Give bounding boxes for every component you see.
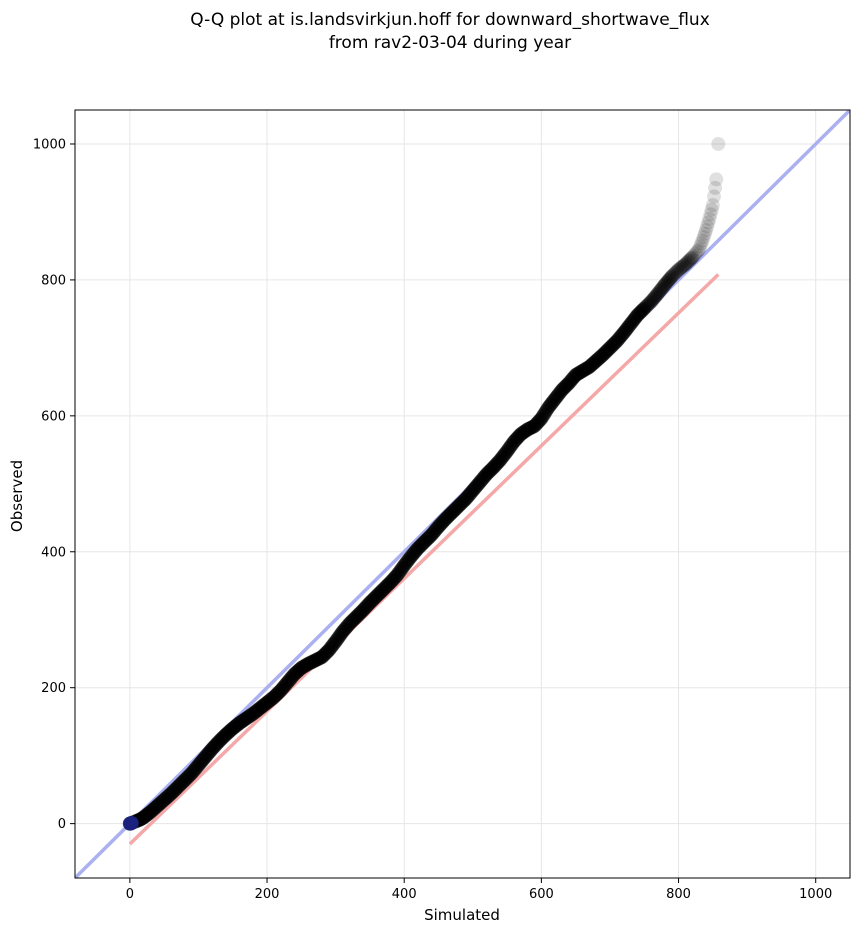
data-point <box>681 254 696 269</box>
x-tick-label: 200 <box>255 887 280 902</box>
x-axis-label: Simulated <box>424 906 500 924</box>
data-point <box>686 248 701 263</box>
data-point <box>685 250 700 265</box>
y-tick-label: 1000 <box>33 137 66 152</box>
x-tick-label: 800 <box>666 887 691 902</box>
x-tick-label: 600 <box>529 887 554 902</box>
data-point <box>679 255 694 270</box>
y-tick-label: 400 <box>41 545 66 560</box>
data-point <box>697 226 712 241</box>
x-axis-ticks: 0 200 400 600 800 1000 <box>126 878 832 902</box>
data-point <box>700 219 715 234</box>
x-tick-label: 0 <box>126 887 134 902</box>
chart-title-line-2: from rav2-03-04 during year <box>329 33 571 53</box>
y-axis-ticks: 0 200 400 600 800 1000 <box>33 137 75 832</box>
grid-lines <box>75 110 850 878</box>
data-point <box>674 260 689 275</box>
data-point <box>645 293 660 308</box>
data-point <box>660 274 675 289</box>
data-point <box>650 286 665 301</box>
data-point <box>667 266 682 281</box>
data-point <box>671 262 686 277</box>
data-point <box>677 258 692 273</box>
data-point <box>703 207 718 222</box>
y-tick-label: 600 <box>41 409 66 424</box>
data-point <box>693 239 708 254</box>
data-point <box>704 202 719 217</box>
data-point <box>124 815 139 830</box>
data-point <box>655 281 670 296</box>
data-point <box>649 288 664 303</box>
data-point <box>675 259 690 274</box>
data-point <box>708 180 723 195</box>
y-tick-label: 800 <box>41 273 66 288</box>
data-point <box>656 279 671 294</box>
data-point <box>705 198 720 213</box>
data-point <box>711 136 726 151</box>
data-point <box>637 301 652 316</box>
data-point <box>663 271 678 286</box>
data-point <box>709 172 724 187</box>
data-point <box>683 251 698 266</box>
data-points <box>122 136 726 831</box>
data-point <box>696 230 711 245</box>
plot-content <box>75 110 850 878</box>
data-point <box>672 261 687 276</box>
data-point <box>661 272 676 287</box>
data-point <box>638 300 653 315</box>
data-point <box>652 284 667 299</box>
data-point <box>664 269 679 284</box>
data-point <box>694 236 709 251</box>
y-tick-label: 200 <box>41 681 66 696</box>
fit-line <box>128 273 720 846</box>
data-point <box>648 289 663 304</box>
data-point <box>701 215 716 230</box>
data-point <box>692 242 707 257</box>
data-point <box>689 245 704 260</box>
y-tick-label: 0 <box>58 817 66 832</box>
data-point <box>706 189 721 204</box>
data-point <box>702 211 717 226</box>
chart-title-line-1: Q-Q plot at is.landsvirkjun.hoff for dow… <box>190 10 710 30</box>
data-point <box>688 247 702 262</box>
data-point <box>678 257 693 272</box>
data-point <box>690 243 705 258</box>
data-point <box>666 268 681 283</box>
data-point <box>670 264 685 279</box>
x-tick-label: 1000 <box>799 887 832 902</box>
data-point <box>682 253 697 268</box>
data-point <box>642 296 657 311</box>
plot-frame <box>74 109 851 879</box>
data-point <box>668 265 683 280</box>
data-point <box>657 277 672 292</box>
data-point <box>644 294 659 309</box>
data-point <box>659 276 674 291</box>
data-point <box>695 233 710 248</box>
data-point <box>641 297 656 312</box>
data-point <box>653 282 668 297</box>
data-point <box>698 223 713 238</box>
data-point <box>646 291 661 306</box>
y-axis-label: Observed <box>8 460 26 532</box>
x-tick-label: 400 <box>392 887 417 902</box>
data-point <box>639 298 654 313</box>
